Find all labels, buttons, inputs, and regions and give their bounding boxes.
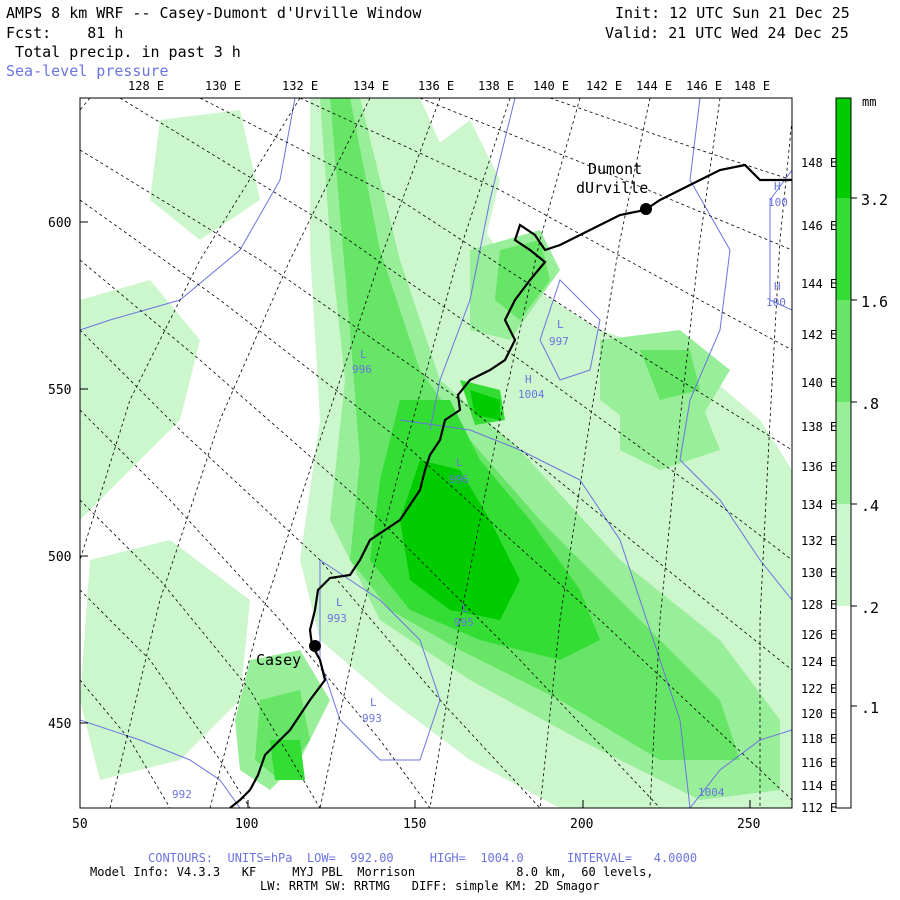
contour-label: 992 xyxy=(172,788,192,801)
init-time: Init: 12 UTC Sun 21 Dec 25 xyxy=(615,4,850,22)
y-tick-label: 600 xyxy=(48,216,71,231)
colorbar-label: 3.2 xyxy=(861,191,888,209)
pressure-contours xyxy=(80,98,792,808)
x-tick-label: 100 xyxy=(235,817,258,832)
pressure-center-type: L xyxy=(462,602,469,615)
field-title: Total precip. in past 3 h xyxy=(6,43,241,61)
colorbar-swatch xyxy=(836,504,851,606)
top-lon-label: 146 E xyxy=(686,79,722,93)
top-lon-label: 132 E xyxy=(282,79,318,93)
x-tick-label: 200 xyxy=(570,817,593,832)
pressure-center-type: L xyxy=(370,696,377,709)
x-tick-label: 250 xyxy=(737,817,760,832)
right-grid-label: 114 E xyxy=(801,779,837,793)
colorbar-swatch xyxy=(836,402,851,504)
pressure-center-value: 100 xyxy=(766,296,786,309)
pressure-center-value: 996 xyxy=(352,363,372,376)
colorbar-unit: mm xyxy=(862,95,876,109)
contour-label: 1004 xyxy=(698,786,725,799)
casey-marker xyxy=(309,640,321,652)
pressure-center-value: 100 xyxy=(768,196,788,209)
forecast-hour: Fcst: 81 h xyxy=(6,24,124,42)
latlon-grid xyxy=(80,98,792,808)
pressure-center-type: L xyxy=(336,596,343,609)
colorbar-label: 1.6 xyxy=(861,293,888,311)
pressure-center-value: 997 xyxy=(549,335,569,348)
right-grid-label: 126 E xyxy=(801,628,837,642)
right-grid-label: 116 E xyxy=(801,756,837,770)
physics-info: LW: RRTM SW: RRTMG DIFF: simple KM: 2D S… xyxy=(260,879,600,893)
colorbar-label: .8 xyxy=(861,395,879,413)
x-axis-ticks xyxy=(79,221,751,808)
colorbar-swatch xyxy=(836,98,851,198)
right-grid-label: 144 E xyxy=(801,277,837,291)
colorbar-swatch xyxy=(836,300,851,402)
top-lon-label: 136 E xyxy=(418,79,454,93)
right-grid-label: 134 E xyxy=(801,498,837,512)
coastline xyxy=(229,163,792,808)
right-grid-label: 130 E xyxy=(801,566,837,580)
right-grid-label: 120 E xyxy=(801,707,837,721)
top-lon-label: 140 E xyxy=(533,79,569,93)
y-tick-label: 550 xyxy=(48,383,71,398)
right-grid-label: 112 E xyxy=(801,801,837,815)
right-grid-label: 128 E xyxy=(801,598,837,612)
contour-info: CONTOURS: UNITS=hPa LOW= 992.00 HIGH= 10… xyxy=(148,851,698,865)
casey-label: Casey xyxy=(256,651,301,669)
colorbar-swatch xyxy=(836,606,851,706)
pressure-center-value: 995 xyxy=(454,616,474,629)
pressure-center-type: L xyxy=(360,348,367,361)
right-grid-label: 122 E xyxy=(801,682,837,696)
dumont-label-line2: dUrville xyxy=(576,179,648,197)
colorbar-label: .4 xyxy=(861,497,879,515)
pressure-center-value: 996 xyxy=(449,473,469,486)
right-grid-label: 138 E xyxy=(801,420,837,434)
top-lon-label: 128 E xyxy=(128,79,164,93)
dumont-durville-marker xyxy=(640,203,652,215)
right-grid-label: 140 E xyxy=(801,376,837,390)
pressure-center-type: H xyxy=(774,180,781,193)
right-grid-label: 142 E xyxy=(801,328,837,342)
plot-frame xyxy=(79,97,793,809)
pressure-center-type: L xyxy=(456,456,463,469)
model-info: Model Info: V4.3.3 KF MYJ PBL Morrison 8… xyxy=(90,865,654,879)
colorbar-label: .1 xyxy=(861,699,879,717)
colorbar-swatch xyxy=(836,706,851,808)
precip-field xyxy=(80,98,792,808)
dumont-label-line1: Dumont xyxy=(588,160,642,178)
valid-time: Valid: 21 UTC Wed 24 Dec 25 xyxy=(605,24,849,42)
pressure-center-type: H xyxy=(525,373,532,386)
y-tick-label: 500 xyxy=(48,550,71,565)
x-tick-label: 150 xyxy=(403,817,426,832)
contour-field-title: Sea-level pressure xyxy=(6,62,169,80)
pressure-center-value: 1004 xyxy=(518,388,545,401)
colorbar: mm 3.2 1.6 .8 .4 .2 .1 xyxy=(835,95,888,809)
right-grid-label: 124 E xyxy=(801,655,837,669)
colorbar-label: .2 xyxy=(861,599,879,617)
pressure-center-type: L xyxy=(557,318,564,331)
right-grid-label: 132 E xyxy=(801,534,837,548)
pressure-center-value: 993 xyxy=(327,612,347,625)
y-tick-label: 450 xyxy=(48,717,71,732)
top-lon-label: 142 E xyxy=(586,79,622,93)
pressure-center-value: 993 xyxy=(362,712,382,725)
colorbar-swatch xyxy=(836,198,851,300)
top-lon-label: 148 E xyxy=(734,79,770,93)
right-grid-label: 136 E xyxy=(801,460,837,474)
top-lon-label: 134 E xyxy=(353,79,389,93)
top-lon-label: 144 E xyxy=(636,79,672,93)
top-lon-label: 130 E xyxy=(205,79,241,93)
right-grid-label: 148 E xyxy=(801,156,837,170)
right-grid-label: 146 E xyxy=(801,219,837,233)
pressure-center-type: H xyxy=(774,280,781,293)
top-lon-label: 138 E xyxy=(478,79,514,93)
right-grid-label: 118 E xyxy=(801,732,837,746)
x-tick-label: 50 xyxy=(72,817,88,832)
title: AMPS 8 km WRF -- Casey-Dumont d'Urville … xyxy=(6,4,422,22)
